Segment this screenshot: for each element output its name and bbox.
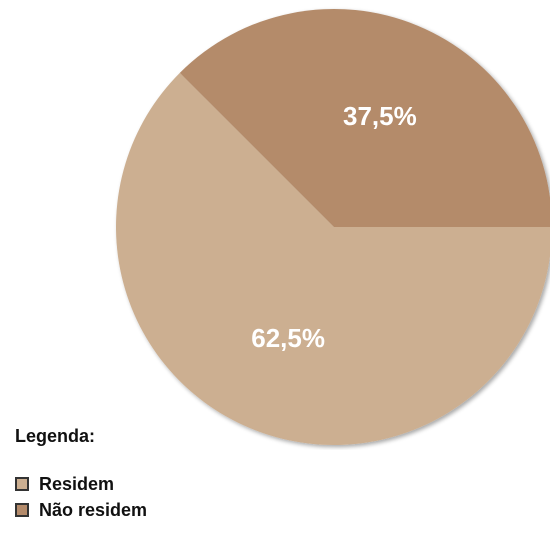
legend: Legenda: Residem Não residem — [15, 425, 147, 523]
pie-slices — [116, 9, 550, 446]
pie-label-residem: 62,5% — [251, 323, 325, 353]
legend-item-residem: Residem — [15, 471, 147, 497]
pie-labels: 62,5% 37,5% — [251, 101, 417, 353]
legend-swatch-residem — [15, 477, 29, 491]
pie-slice-nao-residem — [179, 9, 550, 227]
pie-slice-residem — [116, 72, 550, 446]
legend-swatch-nao-residem — [15, 503, 29, 517]
legend-title: Legenda: — [15, 426, 96, 446]
legend-item-nao-residem: Não residem — [15, 497, 147, 523]
legend-label-residem: Residem — [39, 473, 115, 494]
pie-chart: 62,5% 37,5% — [116, 9, 550, 446]
legend-label-nao-residem: Não residem — [39, 499, 148, 520]
pie-label-nao-residem: 37,5% — [343, 101, 417, 131]
